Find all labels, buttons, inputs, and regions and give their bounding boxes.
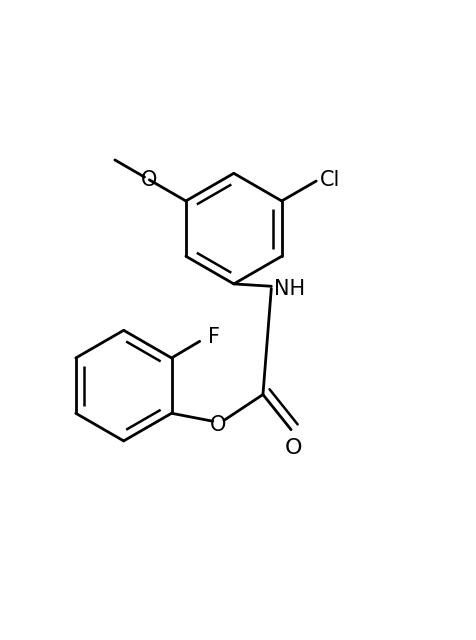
Text: O: O [210, 415, 226, 435]
Text: Cl: Cl [319, 170, 339, 189]
Text: NH: NH [273, 278, 304, 299]
Text: O: O [284, 438, 301, 458]
Text: F: F [207, 326, 219, 347]
Text: O: O [141, 170, 157, 190]
